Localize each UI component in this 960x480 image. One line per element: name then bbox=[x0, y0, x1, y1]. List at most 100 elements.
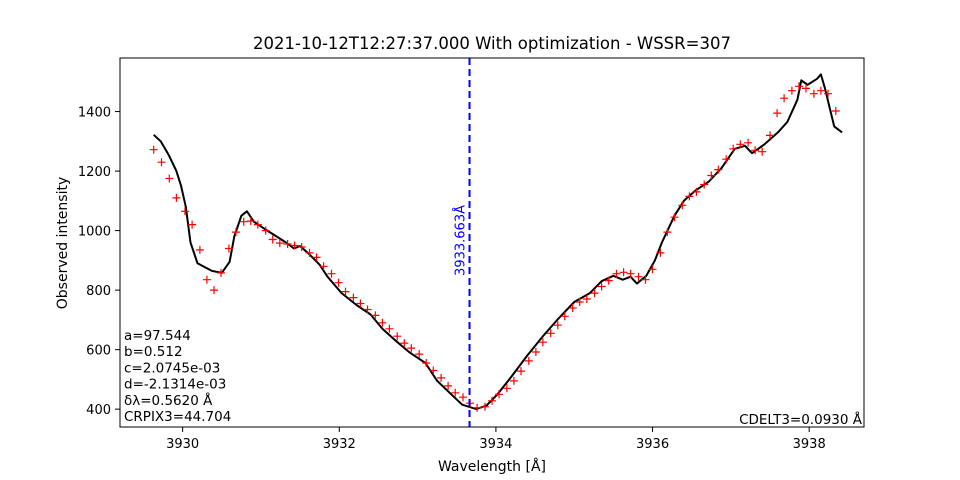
data-point bbox=[619, 268, 628, 277]
data-point bbox=[663, 228, 672, 237]
data-point bbox=[275, 239, 284, 248]
data-point bbox=[787, 86, 796, 95]
data-point bbox=[157, 158, 166, 167]
chart-title: 2021-10-12T12:27:37.000 With optimizatio… bbox=[253, 34, 731, 53]
data-point bbox=[722, 155, 731, 164]
data-point bbox=[692, 187, 701, 196]
data-point bbox=[795, 82, 803, 91]
data-point bbox=[538, 338, 547, 347]
model-line bbox=[153, 73, 843, 411]
x-tick-label: 3936 bbox=[636, 437, 669, 452]
x-axis: 3930 3932 3934 3936 3938 bbox=[166, 427, 826, 452]
data-point bbox=[195, 245, 204, 254]
data-point bbox=[217, 268, 225, 277]
data-point bbox=[714, 165, 723, 174]
data-point bbox=[393, 332, 402, 341]
data-point bbox=[736, 140, 745, 149]
data-point bbox=[582, 295, 591, 303]
y-tick-label: 800 bbox=[86, 284, 111, 299]
data-point bbox=[261, 226, 270, 235]
y-tick-label: 400 bbox=[86, 403, 111, 418]
data-point bbox=[597, 282, 606, 291]
data-point bbox=[656, 248, 665, 257]
data-point bbox=[181, 207, 189, 216]
data-point bbox=[451, 388, 460, 397]
y-tick-label: 600 bbox=[86, 344, 111, 359]
data-point bbox=[356, 299, 365, 308]
data-point bbox=[553, 321, 562, 330]
data-point bbox=[283, 240, 292, 248]
data-point bbox=[459, 393, 467, 402]
data-point bbox=[297, 243, 306, 251]
data-point bbox=[626, 269, 635, 278]
data-point bbox=[239, 217, 248, 226]
data-point bbox=[415, 350, 424, 359]
data-point bbox=[802, 84, 810, 93]
fit-parameter-text: d=-2.1314e-03 bbox=[124, 377, 226, 393]
data-point bbox=[429, 366, 438, 375]
data-point bbox=[149, 145, 158, 154]
data-point bbox=[268, 235, 277, 244]
data-point bbox=[400, 339, 409, 348]
data-point bbox=[246, 217, 255, 226]
data-point bbox=[546, 329, 555, 338]
data-point bbox=[773, 109, 782, 118]
fit-parameter-text: a=97.544 bbox=[124, 328, 191, 344]
data-point bbox=[809, 89, 818, 98]
data-point bbox=[575, 298, 584, 306]
data-point bbox=[231, 228, 240, 237]
data-point bbox=[312, 253, 321, 262]
y-tick-label: 1200 bbox=[78, 165, 111, 180]
data-point bbox=[363, 305, 372, 314]
data-point bbox=[758, 147, 767, 156]
data-point bbox=[371, 311, 380, 320]
data-point bbox=[700, 180, 709, 189]
data-point bbox=[495, 390, 503, 399]
data-point bbox=[319, 262, 328, 271]
fit-parameter-text: CRPIX3=44.704 bbox=[124, 409, 231, 425]
data-point bbox=[641, 275, 650, 284]
y-axis-label: Observed intensity bbox=[55, 177, 71, 310]
center-wavelength-label: 3933.663Å bbox=[453, 205, 469, 276]
data-point bbox=[531, 348, 540, 356]
data-point bbox=[780, 94, 789, 103]
data-point bbox=[481, 402, 489, 411]
data-point bbox=[327, 269, 336, 278]
y-tick-label: 1400 bbox=[78, 106, 111, 121]
data-point bbox=[766, 131, 774, 140]
data-point bbox=[437, 373, 446, 382]
y-axis: 400 600 800 1000 1200 1400 bbox=[78, 106, 120, 418]
data-point bbox=[831, 107, 840, 115]
data-point bbox=[590, 289, 599, 298]
data-point bbox=[378, 318, 387, 327]
data-point bbox=[524, 356, 533, 365]
cdelt3-annotation: CDELT3=0.0930 Å bbox=[739, 411, 863, 428]
data-point bbox=[385, 324, 394, 333]
data-point bbox=[334, 278, 343, 287]
fit-parameter-text: c=2.0745e-03 bbox=[124, 360, 220, 376]
data-point bbox=[612, 269, 621, 278]
data-point bbox=[253, 220, 262, 229]
data-point bbox=[422, 359, 431, 367]
data-point bbox=[685, 192, 694, 201]
data-point bbox=[202, 275, 211, 284]
data-point bbox=[210, 286, 218, 295]
fit-parameter-text: δλ=0.5620 Å bbox=[124, 392, 213, 409]
data-point bbox=[744, 138, 753, 147]
data-point bbox=[349, 293, 358, 302]
data-point bbox=[678, 201, 687, 210]
data-point bbox=[707, 171, 716, 180]
data-point bbox=[604, 276, 613, 285]
data-point bbox=[648, 265, 657, 274]
x-tick-label: 3938 bbox=[793, 437, 826, 452]
plot-frame bbox=[119, 57, 865, 428]
data-point bbox=[341, 287, 350, 296]
data-point bbox=[290, 241, 299, 250]
plot-area: 3933.663Å bbox=[149, 58, 843, 427]
x-tick-label: 3934 bbox=[479, 437, 512, 452]
data-point bbox=[305, 248, 314, 257]
data-point bbox=[488, 396, 496, 405]
data-point bbox=[568, 304, 577, 312]
data-point bbox=[473, 403, 482, 412]
data-point bbox=[224, 244, 233, 253]
